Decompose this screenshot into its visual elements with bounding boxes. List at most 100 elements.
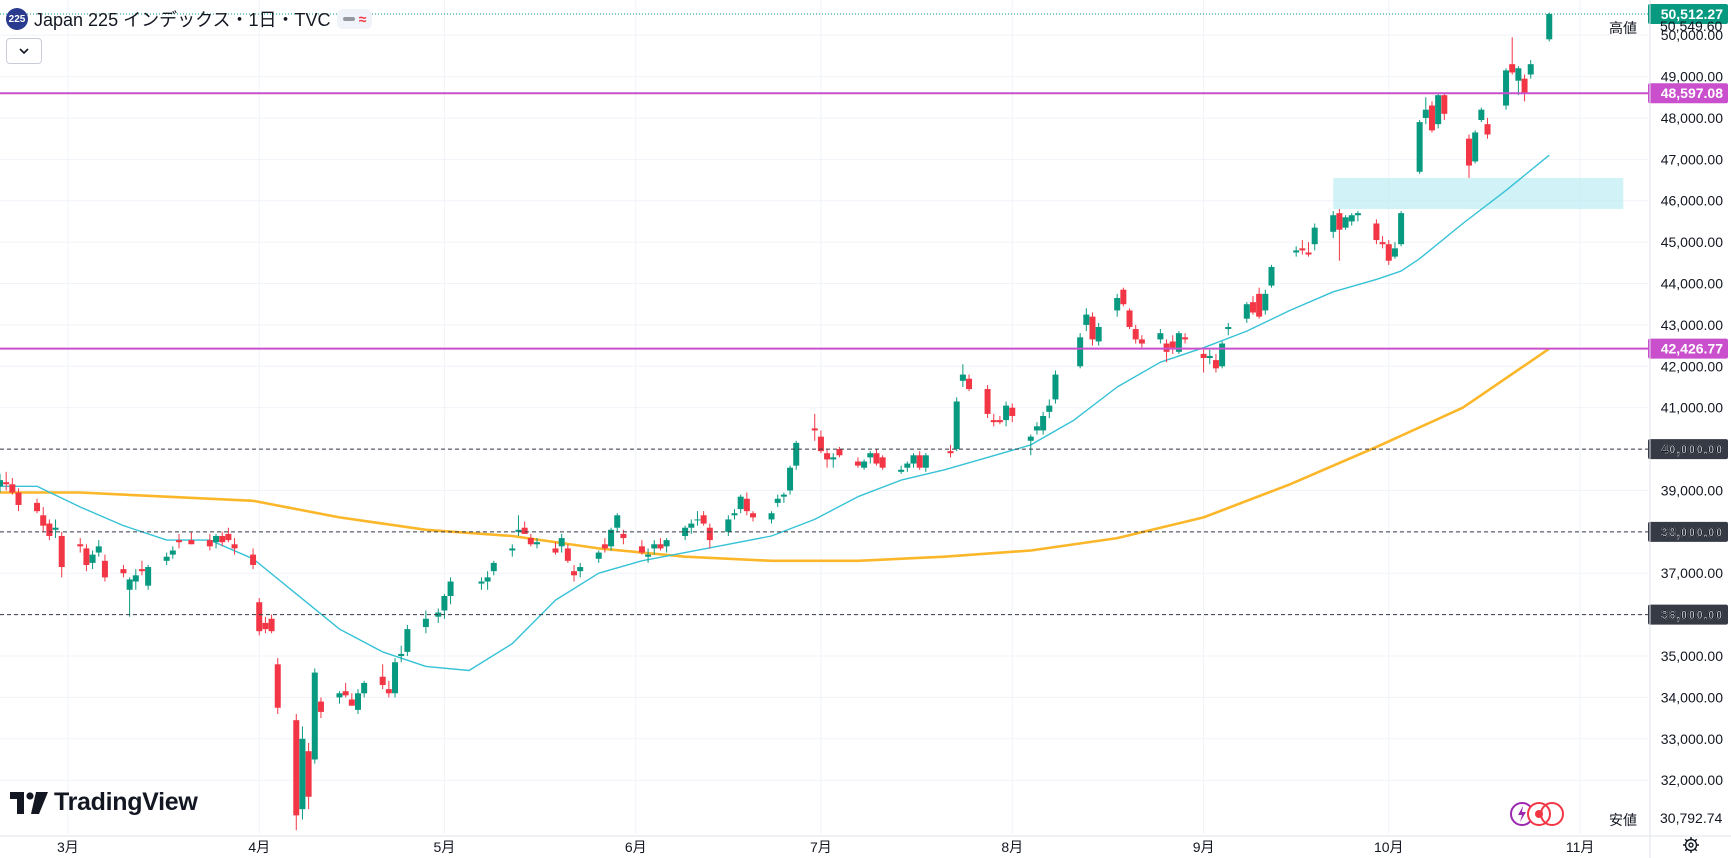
candle-down[interactable] <box>379 664 386 690</box>
candle-up[interactable] <box>694 511 701 526</box>
candle-up[interactable] <box>169 546 176 559</box>
moving-average-long[interactable] <box>0 347 1550 563</box>
candle-down[interactable] <box>966 374 973 392</box>
candle-up[interactable] <box>953 397 960 452</box>
candle-up[interactable] <box>731 509 738 520</box>
candle-down[interactable] <box>657 538 664 551</box>
candle-down[interactable] <box>83 544 90 572</box>
candle-down[interactable] <box>1169 335 1176 354</box>
candle-down[interactable] <box>873 449 880 466</box>
candle-up[interactable] <box>1354 211 1361 222</box>
candle-up[interactable] <box>336 691 343 704</box>
candle-up[interactable] <box>1342 215 1349 230</box>
candle-up[interactable] <box>1027 434 1034 456</box>
candle-up[interactable] <box>1348 213 1355 226</box>
candle-down[interactable] <box>342 682 349 698</box>
candle-up[interactable] <box>515 515 522 536</box>
candle-up[interactable] <box>577 562 584 578</box>
candle-down[interactable] <box>824 449 831 468</box>
candle-down[interactable] <box>817 430 824 454</box>
candle-up[interactable] <box>1422 97 1429 125</box>
candle-up[interactable] <box>1077 333 1084 369</box>
candle-down[interactable] <box>1521 74 1528 102</box>
gear-icon[interactable] <box>1682 836 1700 854</box>
candle-down[interactable] <box>947 444 954 458</box>
candle-down[interactable] <box>836 447 843 458</box>
candle-down[interactable] <box>854 457 861 468</box>
candle-up[interactable] <box>1262 289 1269 315</box>
candle-up[interactable] <box>1175 331 1182 354</box>
candle-up[interactable] <box>213 533 220 549</box>
candle-up[interactable] <box>490 560 497 576</box>
candle-down[interactable] <box>527 533 534 547</box>
candle-down[interactable] <box>262 616 269 634</box>
candle-down[interactable] <box>1385 240 1392 265</box>
candle-up[interactable] <box>645 548 652 563</box>
candle-up[interactable] <box>682 525 689 541</box>
candle-up[interactable] <box>1515 66 1522 96</box>
highlight-rect[interactable] <box>1333 177 1624 210</box>
candle-down[interactable] <box>385 680 392 698</box>
candle-down[interactable] <box>34 498 41 514</box>
candle-up[interactable] <box>1206 349 1213 365</box>
candle-down[interactable] <box>256 598 263 636</box>
candle-up[interactable] <box>768 511 775 524</box>
candle-down[interactable] <box>1182 333 1189 344</box>
candle-down[interactable] <box>138 560 145 576</box>
moving-average-short[interactable] <box>0 154 1550 672</box>
candle-up[interactable] <box>145 564 152 590</box>
candle-up[interactable] <box>422 610 429 634</box>
candle-down[interactable] <box>305 742 312 810</box>
candle-up[interactable] <box>0 473 3 493</box>
candle-down[interactable] <box>1379 235 1386 249</box>
candle-down[interactable] <box>1120 287 1127 307</box>
candle-up[interactable] <box>126 577 133 617</box>
candle-down[interactable] <box>46 519 53 541</box>
candle-down[interactable] <box>15 488 22 512</box>
candle-up[interactable] <box>737 494 744 514</box>
candle-up[interactable] <box>614 513 621 532</box>
candle-up[interactable] <box>1472 130 1479 164</box>
candle-down[interactable] <box>1484 117 1491 139</box>
candle-down[interactable] <box>1126 308 1133 330</box>
candle-up[interactable] <box>1157 329 1164 344</box>
candle-down[interactable] <box>1256 287 1263 319</box>
candle-down[interactable] <box>101 554 108 582</box>
candle-up[interactable] <box>435 608 442 623</box>
candle-up[interactable] <box>52 519 59 539</box>
candle-up[interactable] <box>663 538 670 553</box>
candle-up[interactable] <box>595 550 602 563</box>
chart-title[interactable]: Japan 225 インデックス・1日・TVC <box>34 10 331 30</box>
candle-down[interactable] <box>317 697 324 719</box>
candle-down[interactable] <box>1212 353 1219 373</box>
candle-up[interactable] <box>484 571 491 590</box>
candle-down[interactable] <box>990 413 997 427</box>
candle-down[interactable] <box>1336 209 1343 261</box>
candle-down[interactable] <box>219 531 226 547</box>
candle-down[interactable] <box>175 533 182 549</box>
candle-up[interactable] <box>1503 68 1510 110</box>
candle-down[interactable] <box>231 538 238 555</box>
candle-down[interactable] <box>348 693 355 706</box>
candle-down[interactable] <box>879 455 886 470</box>
candle-up[interactable] <box>1243 302 1250 323</box>
candle-down[interactable] <box>225 527 232 543</box>
candle-up[interactable] <box>1311 223 1318 251</box>
candle-up[interactable] <box>898 465 905 474</box>
candle-up[interactable] <box>398 645 405 663</box>
candle-up[interactable] <box>867 451 874 464</box>
candle-down[interactable] <box>1428 101 1435 133</box>
candle-up[interactable] <box>558 533 565 553</box>
candle-up[interactable] <box>1330 211 1337 238</box>
candle-down[interactable] <box>552 542 559 555</box>
candle-down[interactable] <box>743 492 750 516</box>
candle-up[interactable] <box>780 492 787 503</box>
candle-down[interactable] <box>996 415 1003 425</box>
candle-up[interactable] <box>688 519 695 534</box>
candle-up[interactable] <box>922 453 929 472</box>
candle-down[interactable] <box>1509 37 1516 75</box>
candle-up[interactable] <box>651 540 658 555</box>
candle-up[interactable] <box>861 459 868 470</box>
candle-up[interactable] <box>1095 322 1102 346</box>
candle-up[interactable] <box>1040 411 1047 435</box>
